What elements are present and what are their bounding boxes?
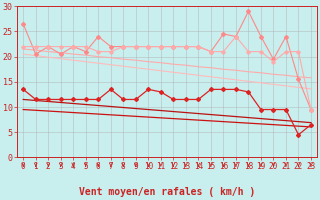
X-axis label: Vent moyen/en rafales ( km/h ): Vent moyen/en rafales ( km/h ): [79, 187, 255, 197]
